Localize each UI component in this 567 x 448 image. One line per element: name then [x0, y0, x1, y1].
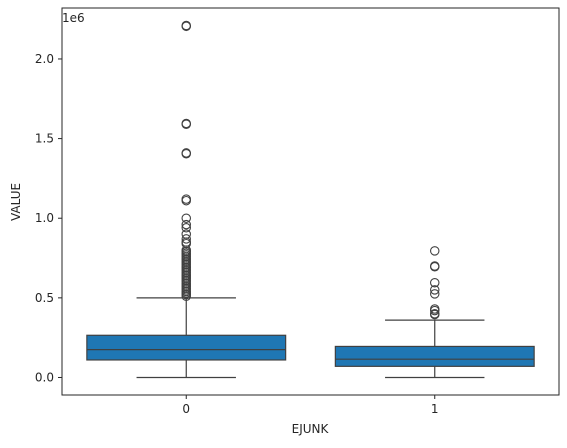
outlier-point: [181, 148, 192, 159]
outlier-point: [181, 213, 192, 223]
box-body: [334, 345, 535, 367]
outlier-point: [181, 219, 192, 230]
outlier-point: [429, 262, 440, 272]
y-axis-offset-label: 1e6: [62, 11, 85, 25]
outlier-point: [181, 291, 192, 302]
box-body: [86, 334, 287, 361]
y-tick-label: 1.5: [35, 132, 54, 146]
plot-frame: [61, 7, 560, 396]
y-axis-label: VALUE: [9, 183, 23, 221]
y-tick-label: 0.5: [35, 291, 54, 305]
y-axis: 0.0 0.5 1.0 1.5 2.0: [35, 52, 62, 384]
outlier-point: [181, 223, 192, 233]
outlier-point: [429, 277, 440, 288]
outlier-point: [429, 309, 440, 320]
outlier-point: [181, 21, 192, 32]
x-axis-label: EJUNK: [292, 422, 330, 436]
outlier-point: [429, 305, 440, 316]
outlier-point: [429, 289, 440, 299]
x-tick-label: 0: [182, 402, 190, 416]
box-group-1: [334, 246, 535, 379]
outlier-point: [181, 119, 192, 130]
outlier-point: [429, 246, 440, 256]
outlier-point: [181, 195, 192, 206]
x-tick-label: 1: [431, 402, 439, 416]
y-tick-label: 1.0: [35, 211, 54, 225]
outlier-point: [429, 285, 440, 295]
box-group-0: [86, 20, 287, 379]
y-tick-label: 0.0: [35, 370, 54, 384]
plot-area: [86, 20, 535, 379]
y-tick-label: 2.0: [35, 52, 54, 66]
outlier-point: [181, 229, 192, 239]
outlier-point: [181, 234, 192, 244]
